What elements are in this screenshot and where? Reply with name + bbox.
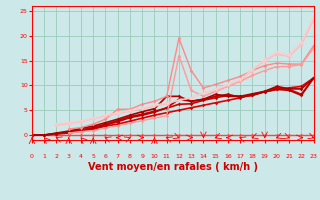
X-axis label: Vent moyen/en rafales ( km/h ): Vent moyen/en rafales ( km/h ) — [88, 162, 258, 172]
